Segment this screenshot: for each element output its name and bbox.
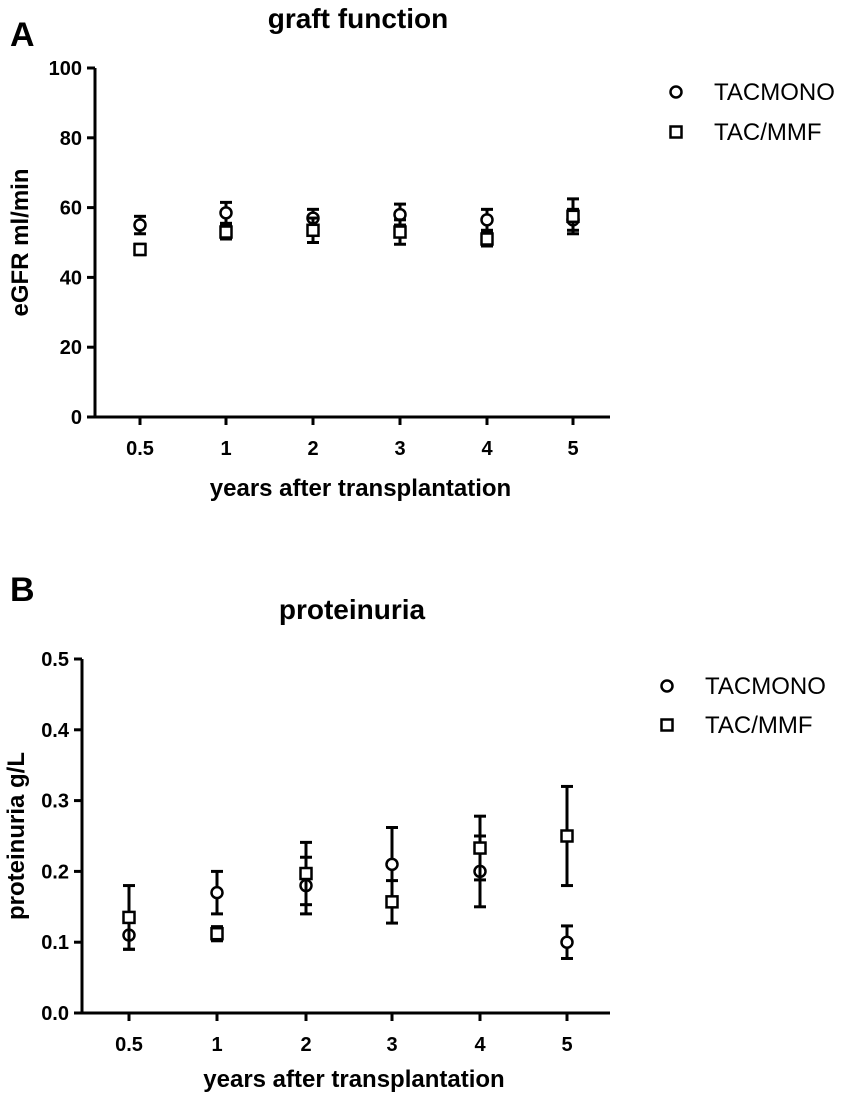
x-tick-label: 2 [307, 438, 318, 460]
x-tick-label: 5 [561, 1034, 572, 1056]
x-tick-label: 1 [211, 1034, 222, 1056]
x-tick-label: 2 [300, 1034, 311, 1056]
data-point-square [219, 225, 233, 239]
y-tick-label: 0.1 [41, 932, 69, 954]
series-tac-mmf [122, 784, 574, 951]
legend-label: TAC/MMF [705, 712, 813, 739]
y-tick-label: 0.5 [41, 649, 69, 671]
x-tick-label: 3 [386, 1034, 397, 1056]
data-point-square [393, 225, 407, 239]
x-tick-label: 3 [394, 438, 405, 460]
y-tick-label: 80 [60, 128, 82, 150]
panel-letter: A [10, 16, 35, 54]
data-point-square [210, 926, 224, 941]
y-axis-label: proteinuria g/L [3, 752, 30, 920]
legend-marker-square [660, 718, 674, 732]
data-point-square [560, 829, 574, 843]
y-tick-label: 20 [60, 337, 82, 359]
x-tick-label: 1 [220, 438, 231, 460]
y-tick-label: 40 [60, 267, 82, 289]
legend-label: TACMONO [714, 79, 835, 106]
data-point-square [480, 232, 494, 246]
data-point-square [133, 242, 147, 257]
data-point-circle [560, 935, 574, 949]
legend-marker-square [669, 125, 683, 139]
data-point-circle [210, 885, 224, 900]
y-tick-label: 0 [71, 407, 82, 429]
y-tick-label: 60 [60, 198, 82, 220]
x-tick-label: 0.5 [126, 438, 154, 460]
chart-title: proteinuria [279, 594, 426, 625]
data-point-square [306, 223, 320, 238]
chart-title: graft function [268, 3, 448, 34]
panel-letter: B [10, 571, 35, 609]
y-tick-label: 0.4 [41, 720, 70, 742]
data-point-circle [133, 218, 147, 232]
legend-marker-circle [669, 85, 683, 99]
legend-label: TAC/MMF [714, 119, 822, 146]
y-tick-label: 100 [49, 58, 82, 80]
data-point-circle [219, 206, 233, 220]
y-axis-label: eGFR ml/min [7, 168, 34, 316]
series-tacmono [133, 200, 580, 236]
legend-label: TACMONO [705, 673, 826, 700]
y-tick-label: 0.0 [41, 1003, 69, 1025]
x-axis-label: years after transplantation [203, 1066, 504, 1093]
data-point-square [566, 209, 580, 224]
x-tick-label: 4 [474, 1034, 486, 1056]
legend-marker-circle [660, 679, 674, 693]
data-point-square [385, 895, 399, 909]
x-tick-label: 5 [567, 438, 578, 460]
data-point-circle [385, 857, 399, 872]
y-tick-label: 0.2 [41, 861, 69, 883]
x-tick-label: 4 [481, 438, 493, 460]
x-tick-label: 0.5 [115, 1034, 143, 1056]
x-axis-label: years after transplantation [210, 475, 511, 502]
data-point-square [473, 841, 487, 855]
data-point-square [122, 910, 136, 925]
data-point-circle [480, 213, 494, 227]
data-point-square [299, 866, 313, 881]
series-tac-mmf [133, 197, 580, 257]
series-tacmono [122, 826, 574, 960]
y-tick-label: 0.3 [41, 791, 69, 813]
